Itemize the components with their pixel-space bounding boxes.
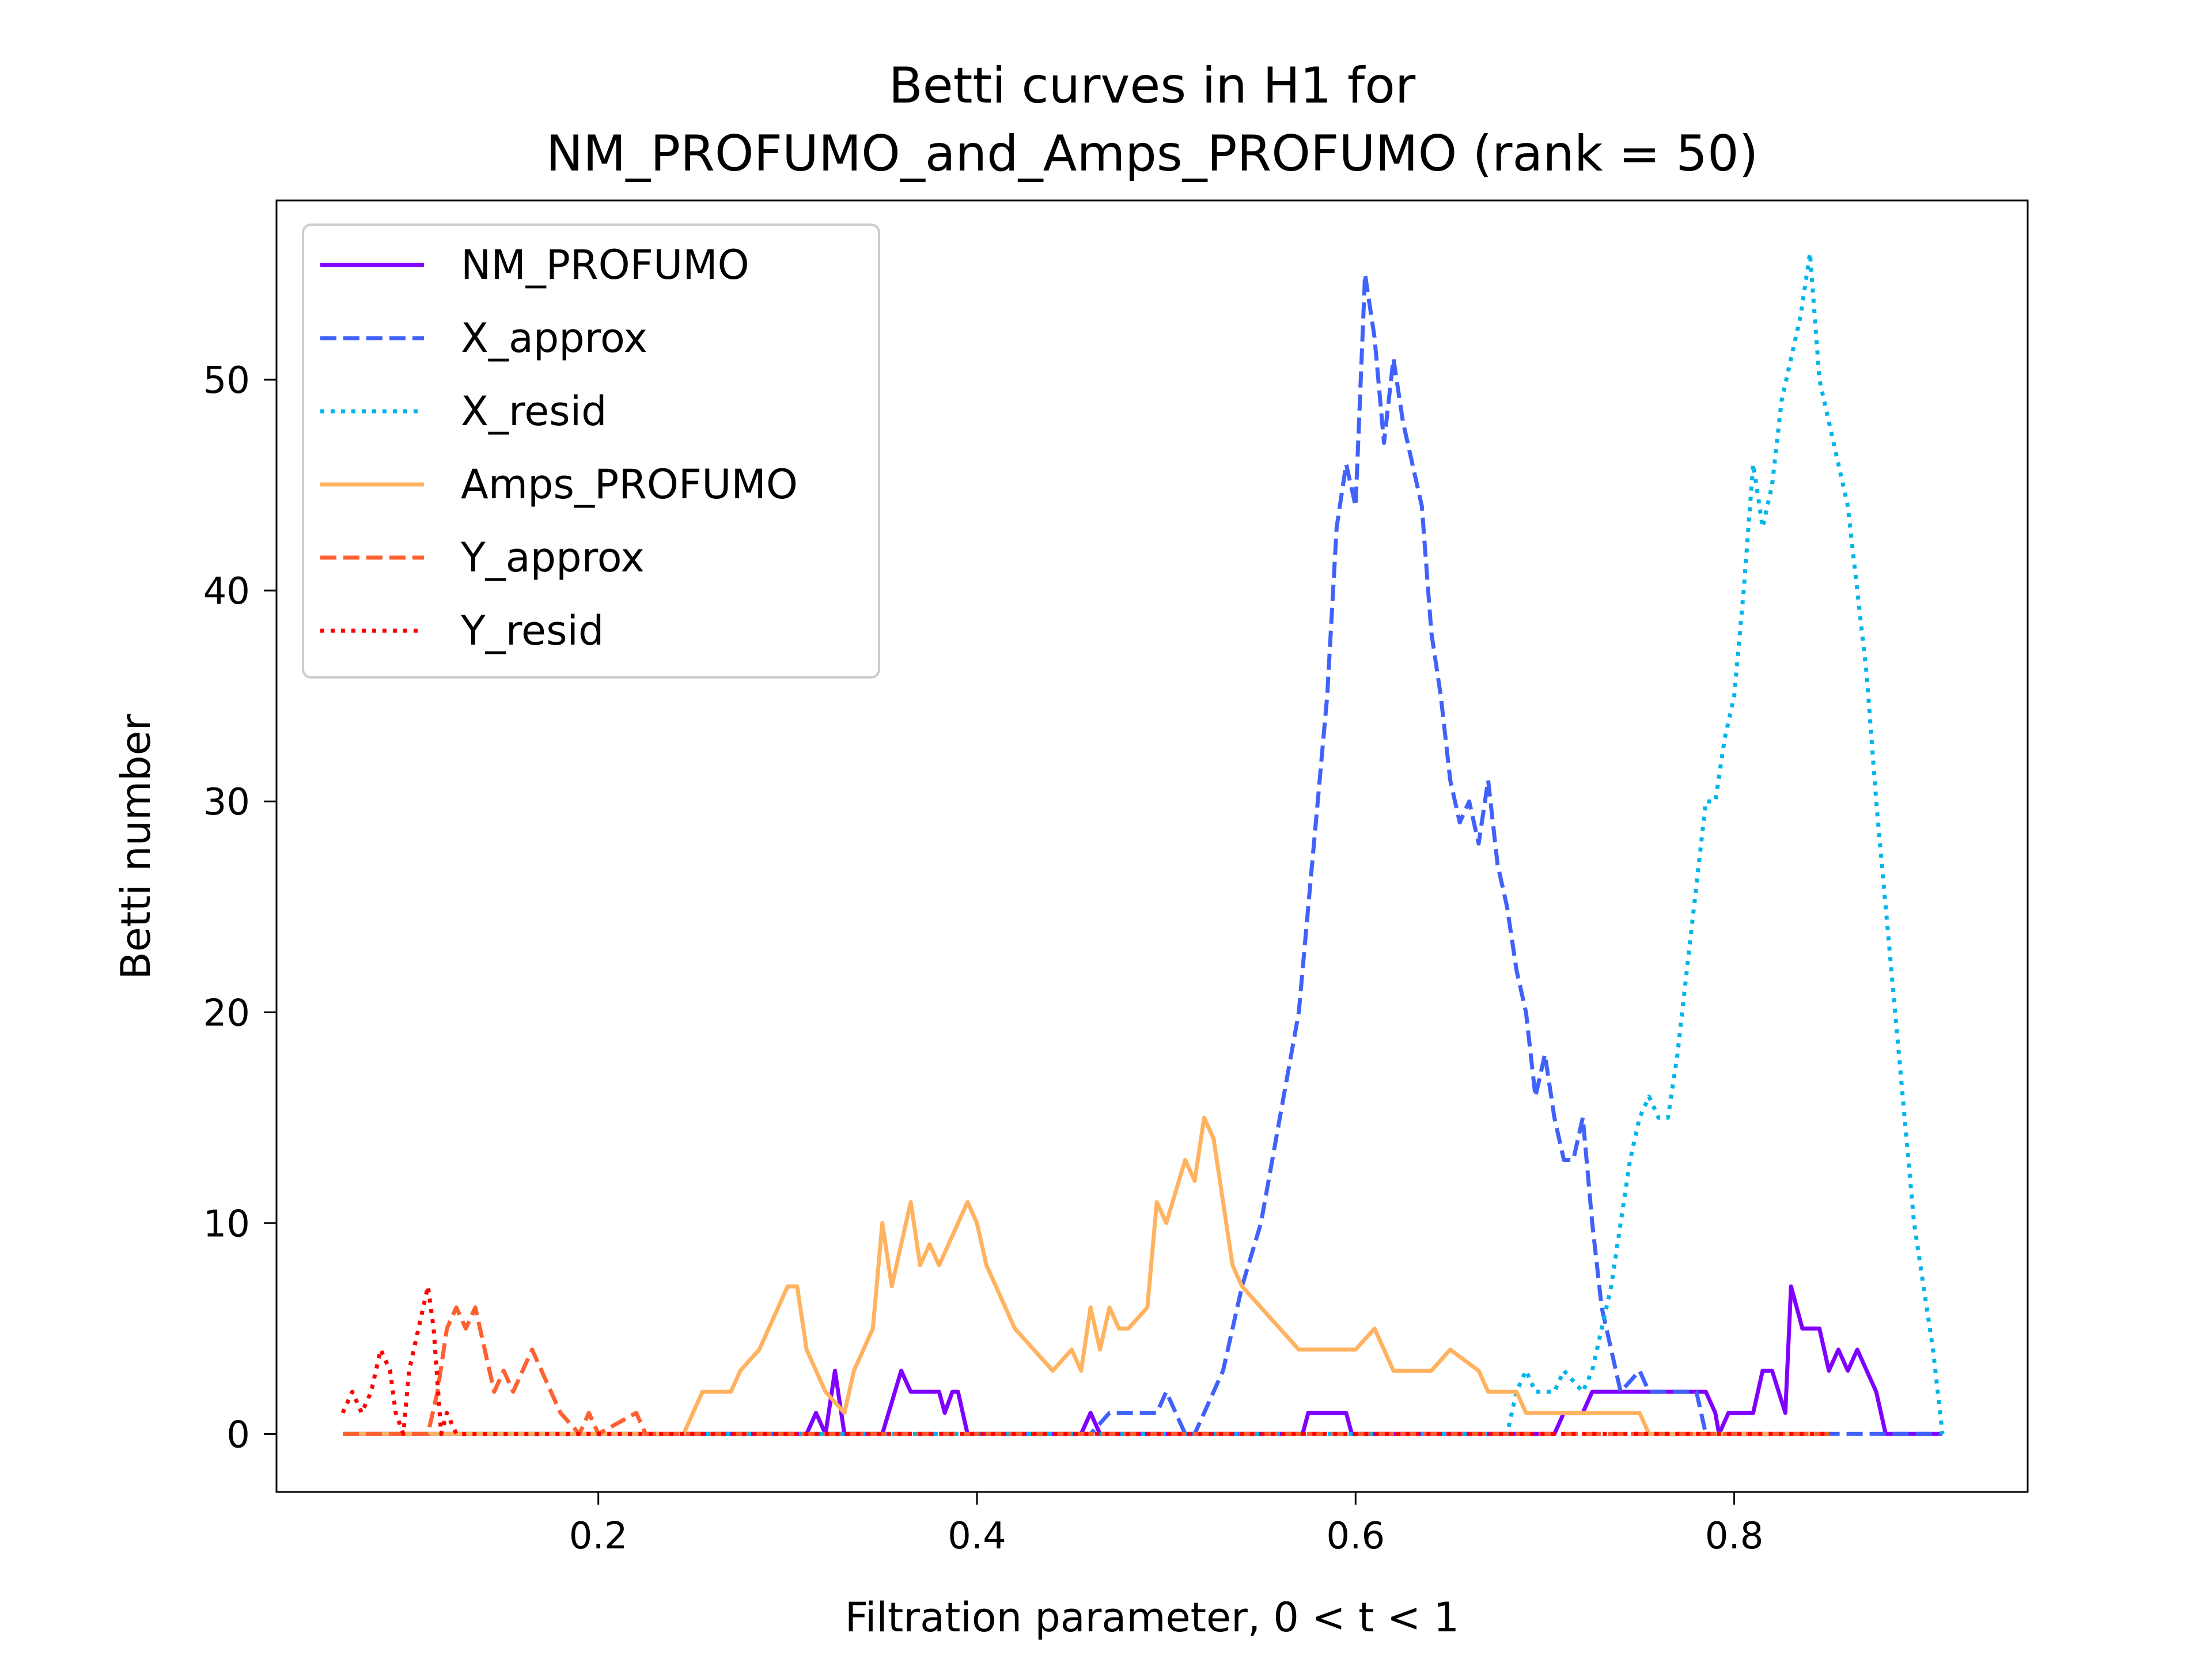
legend-box <box>302 224 880 679</box>
legend: NM_PROFUMO X_approx X_resid Amps_PROFUMO Y_a… <box>302 224 880 679</box>
legend-label: X_resid <box>461 388 607 435</box>
legend-entries: NM_PROFUMO X_approx X_resid Amps_PROFUMO Y_a… <box>320 241 798 654</box>
series-line-amps-profumo <box>343 1115 1829 1436</box>
y-tick-label: 10 <box>203 1203 250 1245</box>
legend-label: Y_resid <box>460 607 604 654</box>
x-axis-ticks: 0.2 0.4 0.6 0.8 <box>569 1492 1764 1558</box>
x-axis-label: Filtration parameter, 0 < t < 1 <box>845 1594 1459 1641</box>
series-line-x-approx <box>343 272 1943 1436</box>
series-line-y-approx <box>343 1305 1829 1436</box>
series-line-x-resid <box>343 251 1945 1436</box>
chart-title-line-1: Betti curves in H1 for <box>889 57 1416 115</box>
y-axis-ticks: 0 10 20 30 40 50 <box>203 359 276 1456</box>
plot-area: 0.2 0.4 0.6 0.8 0 10 20 30 40 50 <box>203 199 2029 1558</box>
chart-title-line-2: NM_PROFUMO_and_Amps_PROFUMO (rank = 50) <box>546 125 1759 183</box>
x-tick-label: 0.2 <box>569 1515 628 1558</box>
x-tick-label: 0.6 <box>1326 1515 1385 1558</box>
series-line-y-resid <box>340 1284 1829 1436</box>
x-tick-label: 0.4 <box>948 1515 1006 1558</box>
y-tick-label: 50 <box>203 359 250 402</box>
y-tick-label: 40 <box>203 570 250 613</box>
legend-label: Amps_PROFUMO <box>461 461 798 508</box>
series-lines <box>340 251 1945 1436</box>
legend-label: NM_PROFUMO <box>461 241 749 289</box>
y-axis-label: Betti number <box>112 714 160 979</box>
y-tick-label: 20 <box>203 992 250 1035</box>
legend-label: Y_approx <box>460 534 645 581</box>
legend-label: X_approx <box>461 315 647 362</box>
y-tick-label: 30 <box>203 781 250 824</box>
y-tick-label: 0 <box>226 1414 250 1456</box>
x-tick-label: 0.8 <box>1705 1515 1764 1558</box>
axes-frame <box>275 199 2029 1493</box>
